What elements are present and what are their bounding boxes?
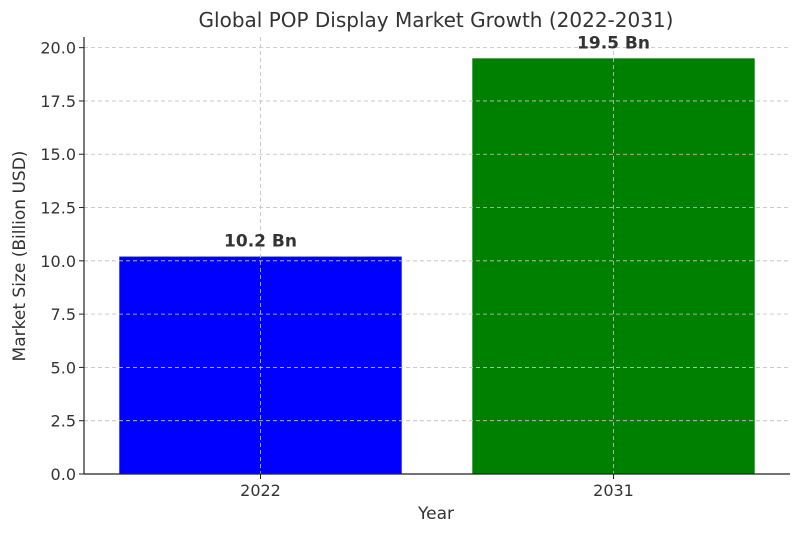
y-tick-label: 0.0 — [51, 465, 76, 484]
y-tick-label: 2.5 — [51, 412, 76, 431]
x-axis-label: Year — [417, 504, 454, 524]
y-tick-label: 20.0 — [40, 39, 76, 58]
y-tick-label: 7.5 — [51, 305, 76, 324]
chart-title: Global POP Display Market Growth (2022-2… — [199, 8, 674, 32]
axes — [79, 37, 790, 479]
tick-labels: 0.0 2.5 5.0 7.5 10.0 12.5 15.0 17.5 20.0 10.2 Bn 1… — [40, 33, 650, 500]
y-tick-label: 10.0 — [40, 252, 76, 271]
y-tick-label: 5.0 — [51, 358, 76, 377]
y-axis-label: Market Size (Billion USD) — [10, 151, 30, 362]
bars — [84, 37, 790, 475]
x-tick-label: 2031 — [593, 481, 634, 500]
bar-data-label: 10.2 Bn — [224, 232, 297, 252]
y-tick-label: 15.0 — [40, 145, 76, 164]
y-tick-label: 12.5 — [40, 199, 76, 218]
x-tick-label: 2022 — [240, 481, 281, 500]
bar-data-label: 19.5 Bn — [577, 33, 650, 53]
y-tick-label: 17.5 — [40, 92, 76, 111]
